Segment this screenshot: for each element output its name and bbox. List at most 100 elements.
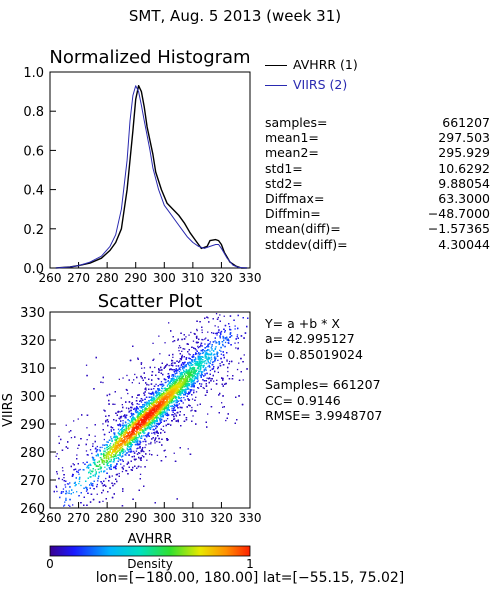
scatter-point [158,392,160,394]
scatter-point [143,372,145,374]
scatter-point [145,444,147,446]
scatter-point [110,466,112,468]
scatter-point [207,358,209,361]
scatter-point [175,365,177,367]
scatter-point [166,385,169,387]
scatter-point [157,416,159,419]
scatter-point [215,332,217,335]
scatter-point [88,464,90,466]
scatter-point [128,410,131,412]
scatter-point [163,367,165,369]
scatter-point [148,384,150,386]
scatter-point [173,403,176,406]
scatter-point [210,378,212,380]
scatter-point [204,355,206,358]
scatter-point [68,431,70,433]
scatter-point [115,437,117,439]
scatter-point [220,350,222,352]
scatter-point [122,420,124,422]
scatter-point [165,381,167,383]
scatter-point [194,348,196,350]
scatter-point [173,406,176,409]
scatter-point [178,403,180,405]
scatter-point [230,335,233,337]
scatter-point [60,492,63,494]
scatter-point [224,341,227,344]
scatter-point [171,405,173,407]
scatter-point [85,443,87,446]
scatter-point [164,413,166,416]
scatter-point [237,347,239,349]
scatter-point [243,354,245,356]
scatter-point [193,389,195,391]
scatter-point [182,366,184,368]
scatter-point [58,442,60,444]
scatter-point [156,432,159,434]
scatter-point [152,437,154,439]
scatter-point [197,376,199,378]
scatter-point [146,401,148,403]
scatter-point [65,480,67,482]
scatter-point [229,360,231,363]
scatter-point [171,360,174,362]
scatter-point [184,373,186,376]
scatter-point [151,438,153,440]
histogram-y-tick-label: 0.0 [23,262,44,277]
scatter-point [165,379,167,381]
scatter-point [151,432,153,434]
scatter-point [141,377,143,379]
scatter-point [177,365,180,367]
scatter-point [142,431,144,433]
scatter-point [219,365,222,367]
scatter-point [131,444,133,446]
scatter-point [189,369,191,371]
scatter-point [138,403,140,405]
scatter-point [191,376,194,378]
scatter-point [153,400,155,402]
scatter-point [125,424,128,426]
scatter-point [196,361,199,363]
scatter-point [219,335,221,337]
scatter-point [173,409,175,411]
histogram-x-tick-label: 300 [153,271,176,285]
scatter-point [222,385,224,387]
scatter-point [183,338,186,340]
scatter-point [109,444,111,446]
scatter-point [194,362,197,364]
scatter-point [178,393,180,396]
scatter-point [175,402,177,404]
scatter-point [139,478,141,480]
scatter-point [213,357,216,359]
scatter-point [131,403,133,405]
scatter-point [132,466,134,469]
scatter-point [237,314,239,317]
scatter-point [143,394,146,396]
scatter-point [173,340,176,342]
scatter-point [209,341,211,343]
scatter-point [98,471,100,474]
scatter-point [140,437,142,439]
scatter-point [90,464,92,466]
scatter-point [204,347,206,349]
scatter-point [169,385,171,387]
scatter-point [237,337,239,339]
scatter-point [156,423,158,425]
scatter-point [179,392,181,395]
scatter-point [159,417,161,420]
scatter-point [108,403,110,405]
scatter-point [73,420,75,422]
scatter-point [151,400,153,402]
scatter-point [202,351,204,354]
scatter-point [79,476,81,479]
scatter-point [199,356,201,358]
scatter-point [220,330,223,333]
scatter-point [136,397,138,399]
scatter-point [70,430,72,432]
scatter-point [216,353,218,356]
scatter-point [210,380,212,382]
scatter-point [192,361,194,363]
scatter-point [153,394,155,396]
scatter-point [243,337,245,339]
scatter-point [188,361,190,364]
scatter-point [213,380,215,382]
